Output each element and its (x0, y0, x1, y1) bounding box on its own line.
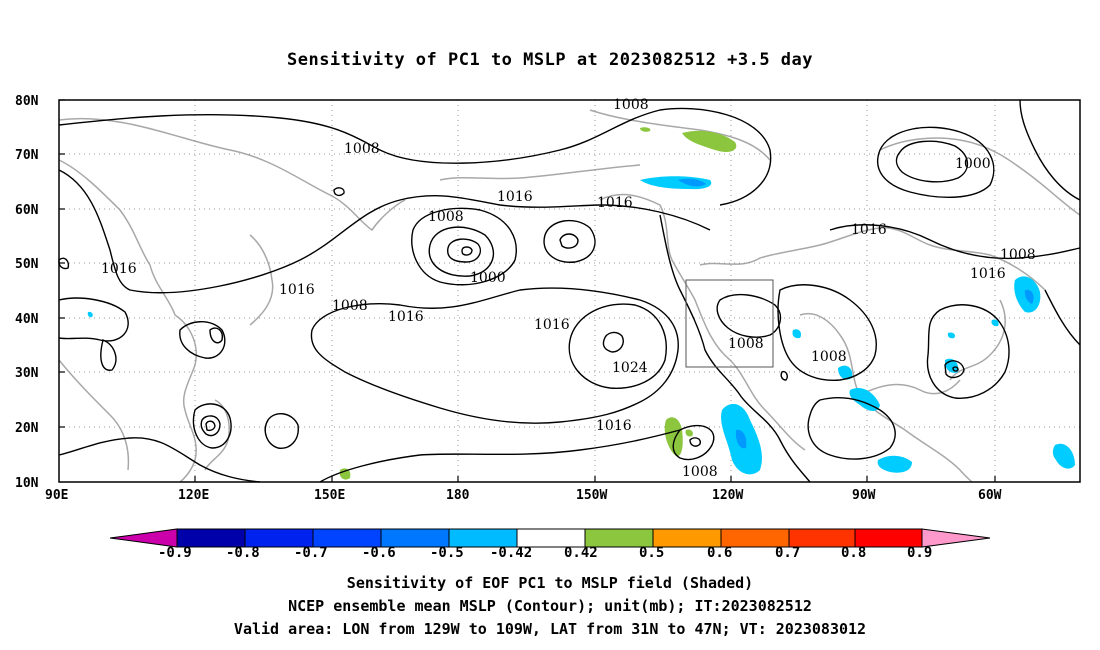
contour-label: 1016 (279, 282, 315, 298)
contour-label: 1016 (497, 189, 533, 205)
colorbar: -0.9 -0.8 -0.7 -0.6 -0.5 -0.42 0.42 0.5 … (109, 528, 991, 561)
colorbar-label: 0.8 (841, 545, 866, 561)
latitude-labels: 80N 70N 60N 50N 40N 30N 20N 10N (15, 94, 39, 491)
lat-label: 70N (15, 148, 39, 163)
coastlines (58, 109, 1081, 483)
contour-label: 1008 (1000, 247, 1036, 263)
shade-green-pacific (664, 417, 683, 457)
colorbar-label: -0.7 (294, 545, 328, 561)
contour-label: 1008 (682, 464, 718, 480)
map-panel: 1008 1008 1000 1016 1016 1008 1000 1016 … (58, 97, 1081, 483)
contour-label: 1016 (851, 222, 887, 238)
colorbar-label: 0.7 (775, 545, 800, 561)
lat-label: 50N (15, 257, 39, 272)
lat-label: 20N (15, 421, 39, 436)
contour-label: 1008 (344, 141, 380, 157)
lon-label: 180 (446, 488, 470, 503)
lon-label: 90E (45, 488, 68, 503)
shade-blue-gulf (838, 365, 853, 380)
shade-blue-small3 (87, 311, 93, 318)
lon-label: 150E (314, 488, 345, 503)
colorbar-label: 0.6 (707, 545, 732, 561)
colorbar-label: 0.5 (639, 545, 664, 561)
shade-green-dot (685, 429, 693, 437)
shade-blue-small2 (792, 329, 802, 339)
sensitivity-shading (87, 127, 1075, 480)
lon-label: 120E (178, 488, 209, 503)
contour-labels: 1008 1008 1000 1016 1016 1008 1000 1016 … (101, 97, 1036, 480)
contour-label: 1016 (596, 418, 632, 434)
contour-label: 1000 (955, 156, 991, 172)
shade-blue-atlantic-core (1024, 289, 1034, 304)
caption-shaded: Sensitivity of EOF PC1 to MSLP field (Sh… (346, 574, 754, 592)
lat-label: 60N (15, 203, 39, 218)
shade-green-pacific-w (339, 468, 351, 480)
shade-green-small (640, 127, 651, 132)
shade-blue-mexico-core (735, 429, 747, 449)
chart-title: Sensitivity of PC1 to MSLP at 2023082512… (286, 50, 813, 70)
lon-label: 60W (978, 488, 1002, 503)
contour-label: 1016 (101, 261, 137, 277)
contour-label: 1008 (613, 97, 649, 113)
colorbar-label: -0.5 (430, 545, 464, 561)
contour-label: 1008 (728, 336, 764, 352)
lat-label: 40N (15, 312, 39, 327)
contour-label: 1008 (332, 298, 368, 314)
colorbar-label: -0.9 (158, 545, 192, 561)
shade-blue-small1 (991, 319, 999, 327)
contour-label: 1024 (612, 360, 648, 376)
colorbar-label: -0.6 (362, 545, 396, 561)
lat-label: 10N (15, 476, 39, 491)
mslp-contours (58, 99, 1081, 483)
lat-label: 30N (15, 366, 39, 381)
shade-blue-carib (877, 455, 912, 473)
colorbar-label: 0.42 (564, 545, 598, 561)
lon-label: 90W (852, 488, 876, 503)
colorbar-segment (921, 528, 991, 548)
shade-green-arctic (682, 130, 737, 153)
colorbar-label: -0.8 (226, 545, 260, 561)
longitude-labels: 90E 120E 150E 180 150W 120W 90W 60W (45, 488, 1002, 503)
valid-area-box (685, 279, 774, 368)
axis-ticks (59, 99, 996, 482)
colorbar-label: -0.42 (490, 545, 532, 561)
shade-blue-east (1052, 443, 1075, 469)
contour-label: 1008 (811, 349, 847, 365)
lon-label: 120W (712, 488, 743, 503)
colorbar-label: 0.9 (907, 545, 932, 561)
contour-label: 1000 (470, 270, 506, 286)
contour-label: 1016 (388, 309, 424, 325)
shade-blue-small4 (947, 332, 956, 339)
contour-label: 1008 (428, 209, 464, 225)
caption-contour: NCEP ensemble mean MSLP (Contour); unit(… (288, 597, 812, 615)
contour-label: 1016 (970, 266, 1006, 282)
shade-blue-bering-core (678, 178, 706, 187)
lat-label: 80N (15, 94, 39, 109)
lon-label: 150W (576, 488, 607, 503)
contour-label: 1016 (534, 317, 570, 333)
caption-valid-area: Valid area: LON from 129W to 109W, LAT f… (233, 620, 867, 638)
contour-label: 1016 (597, 195, 633, 211)
